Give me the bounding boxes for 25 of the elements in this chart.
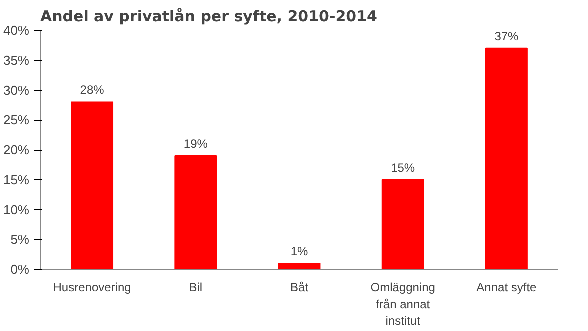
y-tick-label: 25% (3, 112, 30, 128)
bar (382, 179, 424, 270)
x-tick-label: Båt (290, 280, 310, 294)
x-tick-label: Annat syfte (476, 280, 538, 294)
x-tick-label: Bil (189, 280, 203, 294)
bar (485, 48, 528, 270)
data-label: 37% (494, 29, 520, 44)
y-tick-label: 5% (10, 232, 30, 248)
y-tick-label: 0% (10, 262, 30, 277)
y-tick-label: 15% (3, 172, 30, 188)
y-tick-label: 20% (3, 142, 30, 158)
y-tick-label: 30% (3, 82, 30, 98)
y-tick-label: 10% (3, 202, 30, 218)
y-tick-label: 35% (3, 52, 30, 68)
data-label: 1% (290, 244, 308, 259)
data-label: 15% (391, 160, 416, 175)
x-tick-label: Husrenovering (53, 280, 132, 294)
bar (71, 102, 114, 270)
bar (174, 155, 218, 270)
data-label: 28% (80, 83, 105, 98)
y-tick-label: 40% (3, 23, 30, 38)
chart-title: Andel av privatlån per syfte, 2010-2014 (40, 8, 378, 26)
data-label: 19% (184, 136, 208, 151)
bar (278, 263, 321, 270)
x-tick-label: Omläggning från annat institut (370, 280, 436, 328)
